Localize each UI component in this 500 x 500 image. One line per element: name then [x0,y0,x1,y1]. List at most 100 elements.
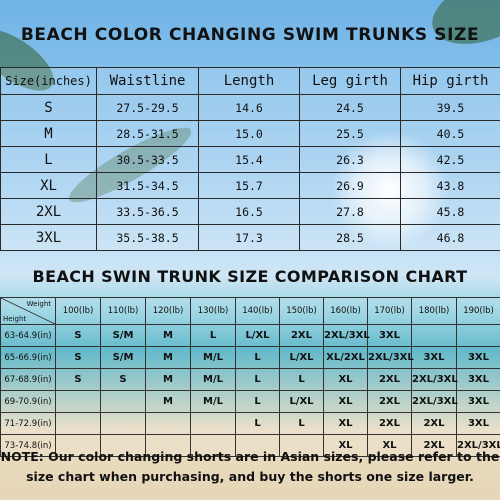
size-recommendation-cell: XL [323,434,368,457]
size-recommendation-cell: M [145,346,191,369]
weight-header: 180(lb) [411,297,457,325]
weight-header: 160(lb) [323,297,368,325]
header-hip-girth: Hip girth [400,67,500,95]
size-recommendation-cell: L/XL [235,324,280,347]
note-line-1: NOTE: Our color changing shorts are in A… [0,449,500,464]
hip-girth-cell: 43.8 [400,172,500,199]
comparison-row: 71-72.9(in) L L XL 2XL 2XL 3XL [0,412,500,435]
size-cell: XL [0,172,97,199]
size-recommendation-cell: L [235,368,280,391]
size-cell: 3XL [0,224,97,251]
size-recommendation-cell: 2XL/3XL [367,346,414,369]
size-cell: M [0,120,97,147]
height-cell: 65-66.9(in) [0,346,56,369]
size-recommendation-cell: M/L [190,368,236,391]
size-recommendation-cell [100,434,146,457]
size-recommendation-cell: 2XL/3XL [411,390,458,413]
size-row: 2XL 33.5-36.5 16.5 27.8 45.8 [0,198,500,225]
size-recommendation-cell: L/XL [279,346,324,369]
weight-header: 140(lb) [235,297,280,325]
size-recommendation-cell: S/M [100,346,146,369]
size-recommendation-cell: L [190,324,236,347]
weight-header: 170(lb) [367,297,412,325]
comparison-row: 73-74.8(in) XL XL 2XL 2XL/3XL [0,434,500,457]
corner-cell: Weight Height [0,297,56,325]
hip-girth-cell: 42.5 [400,146,500,173]
size-recommendation-cell: 3XL [367,324,412,347]
length-cell: 14.6 [198,94,300,121]
size-recommendation-cell: L [235,390,280,413]
leg-girth-cell: 24.5 [299,94,401,121]
height-cell: 63-64.9(in) [0,324,56,347]
weight-header: 110(lb) [100,297,146,325]
size-recommendation-cell: 2XL [367,368,412,391]
comparison-row: 65-66.9(in) S S/M M M/L L L/XL XL/2XL 2XL/3XL 3XL… [0,346,500,369]
size-recommendation-cell [100,390,146,413]
page-title: BEACH COLOR CHANGING SWIM TRUNKS SIZE [20,25,480,45]
comparison-table: Weight Height 100(lb) 110(lb) 120(lb) 130(l… [0,297,500,457]
note-line-2: size chart when purchasing, and buy the … [26,469,474,484]
size-recommendation-cell: 2XL/3XL [323,324,370,347]
weight-header: 120(lb) [145,297,191,325]
height-cell: 73-74.8(in) [0,434,56,457]
size-recommendation-cell [145,412,191,435]
size-table: Size(inches) Waistline Length Leg girth … [0,67,500,251]
length-cell: 16.5 [198,198,300,225]
leg-girth-cell: 27.8 [299,198,401,225]
waistline-cell: 28.5-31.5 [96,120,199,147]
waistline-cell: 27.5-29.5 [96,94,199,121]
size-recommendation-cell: M [145,390,191,413]
waistline-cell: 30.5-33.5 [96,146,199,173]
comparison-header: Weight Height 100(lb) 110(lb) 120(lb) 130(l… [0,297,500,325]
size-recommendation-cell: L/XL [279,390,324,413]
weight-header: 190(lb) [456,297,500,325]
size-recommendation-cell: S [55,368,101,391]
waistline-cell: 35.5-38.5 [96,224,199,251]
leg-girth-cell: 26.9 [299,172,401,199]
size-recommendation-cell: 2XL [279,324,324,347]
size-recommendation-cell [145,434,191,457]
size-recommendation-cell: XL [367,434,412,457]
size-recommendation-cell: L [279,368,324,391]
size-row: L 30.5-33.5 15.4 26.3 42.5 [0,146,500,173]
size-recommendation-cell [55,390,101,413]
size-row: M 28.5-31.5 15.0 25.5 40.5 [0,120,500,147]
size-recommendation-cell: 3XL [456,412,500,435]
header-size: Size(inches) [0,67,97,95]
size-recommendation-cell [411,324,457,347]
leg-girth-cell: 25.5 [299,120,401,147]
size-row: XL 31.5-34.5 15.7 26.9 43.8 [0,172,500,199]
hip-girth-cell: 39.5 [400,94,500,121]
size-row: 3XL 35.5-38.5 17.3 28.5 46.8 [0,224,500,251]
waistline-cell: 31.5-34.5 [96,172,199,199]
size-recommendation-cell: 3XL [411,346,457,369]
header-leg-girth: Leg girth [299,67,401,95]
size-cell: S [0,94,97,121]
size-recommendation-cell: 2XL [411,434,457,457]
size-recommendation-cell: XL [323,412,368,435]
weight-header: 150(lb) [279,297,324,325]
length-cell: 15.4 [198,146,300,173]
size-recommendation-cell: M/L [190,390,236,413]
note-text: NOTE: Our color changing shorts are in A… [0,447,500,487]
length-cell: 15.7 [198,172,300,199]
height-cell: 71-72.9(in) [0,412,56,435]
size-recommendation-cell: 3XL [456,346,500,369]
size-cell: 2XL [0,198,97,225]
comparison-row: 63-64.9(in) S S/M M L L/XL 2XL 2XL/3XL 3XL [0,324,500,347]
header-length: Length [198,67,300,95]
size-recommendation-cell: S/M [100,324,146,347]
size-recommendation-cell: M [145,324,191,347]
comparison-row: 67-68.9(in) S S M M/L L L XL 2XL 2XL/3XL 3XL [0,368,500,391]
hip-girth-cell: 46.8 [400,224,500,251]
size-recommendation-cell: XL [323,368,368,391]
size-recommendation-cell: 2XL [411,412,457,435]
hip-girth-cell: 45.8 [400,198,500,225]
size-recommendation-cell [456,324,500,347]
size-recommendation-cell: XL [323,390,368,413]
length-cell: 17.3 [198,224,300,251]
size-recommendation-cell [55,434,101,457]
waistline-cell: 33.5-36.5 [96,198,199,225]
leg-girth-cell: 26.3 [299,146,401,173]
comparison-row: 69-70.9(in) M M/L L L/XL XL 2XL 2XL/3XL 3XL [0,390,500,413]
